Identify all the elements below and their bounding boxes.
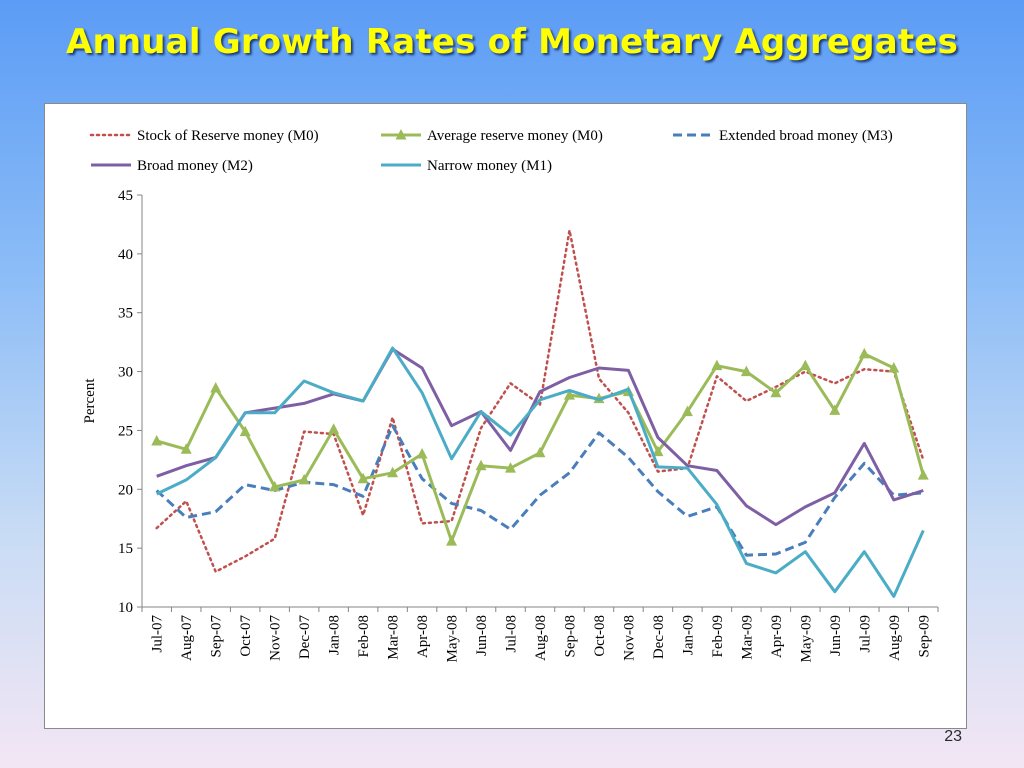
page-number: 23 [944, 728, 962, 745]
data-point-marker [711, 359, 723, 371]
data-point-marker [917, 469, 929, 480]
y-tick-label: 40 [118, 247, 133, 263]
series-line [155, 229, 925, 573]
y-tick-label: 25 [118, 423, 133, 439]
data-point-marker [799, 359, 811, 371]
data-point-marker [446, 535, 458, 546]
data-point-marker [416, 447, 428, 459]
x-tick-label: Jan-09 [680, 615, 696, 655]
data-point-marker [328, 423, 340, 434]
data-point-marker [210, 382, 222, 393]
y-tick-label: 30 [118, 365, 133, 381]
line-chart: 10 15 20 25 30 35 40 45 Percent Jul-07 Aug-07 Sep-0… [82, 128, 939, 663]
legend-item: Average reserve money (M0) [381, 128, 603, 144]
x-tick-label: Nov-08 [621, 615, 637, 661]
data-point-marker [269, 480, 281, 492]
x-tick-label: Jun-09 [828, 615, 844, 656]
legend-label: Stock of Reserve money (M0) [137, 128, 319, 144]
data-point-marker [829, 404, 841, 415]
data-point-marker [888, 362, 900, 373]
legend-item: Broad money (M2) [91, 158, 253, 174]
x-tick-label: Jul-08 [504, 615, 520, 653]
series-line [156, 347, 924, 527]
legend-item: Extended broad money (M3) [673, 128, 893, 144]
legend-label: Narrow money (M1) [427, 158, 552, 174]
x-tick-label: Sep-08 [562, 615, 578, 658]
data-point-marker [681, 405, 693, 417]
legend-item: Narrow money (M1) [381, 158, 552, 174]
x-tick-label: Apr-09 [769, 615, 785, 658]
x-tick-label: Oct-07 [238, 615, 254, 657]
data-point-marker [858, 347, 870, 359]
x-tick-label: Mar-09 [739, 615, 755, 660]
slide-title: Annual Growth Rates of Monetary Aggregat… [65, 22, 959, 62]
x-tick-label: Sep-09 [916, 615, 932, 658]
legend-label: Average reserve money (M0) [427, 128, 603, 144]
legend-label: Extended broad money (M3) [719, 128, 893, 144]
x-tick-label: May-08 [445, 615, 461, 663]
data-point-marker [180, 443, 192, 454]
y-tick-label: 45 [118, 188, 133, 204]
y-tick-label: 10 [118, 600, 133, 616]
x-tick-label: May-09 [798, 615, 814, 663]
data-point-marker [239, 425, 251, 437]
legend-marker [395, 129, 407, 140]
x-tick-label: Feb-08 [356, 615, 372, 658]
x-tick-label: Aug-07 [179, 615, 195, 661]
chart-panel: 10 15 20 25 30 35 40 45 Percent Jul-07 Aug-07 Sep-0… [44, 103, 967, 729]
series-line [155, 424, 924, 557]
x-tick-label: Nov-07 [268, 615, 284, 661]
x-tick-label: Mar-08 [386, 615, 402, 660]
data-point-marker [534, 446, 546, 458]
x-tick-label: Aug-09 [887, 615, 903, 661]
data-point-marker [475, 459, 487, 471]
series-line [156, 346, 925, 598]
x-tick-label: Jun-08 [474, 615, 490, 656]
data-point-marker [298, 473, 310, 485]
data-point-marker [652, 445, 664, 457]
data-point-marker [357, 472, 369, 484]
data-point-marker [387, 466, 399, 478]
x-tick-label: Feb-09 [710, 615, 726, 658]
x-tick-label: Dec-08 [651, 615, 667, 659]
y-axis-title: Percent [82, 378, 98, 424]
x-tick-label: Apr-08 [415, 615, 431, 658]
x-tick-label: Jul-09 [857, 615, 873, 653]
data-point-marker [593, 392, 605, 404]
legend-label: Broad money (M2) [137, 158, 253, 174]
data-point-marker [770, 386, 782, 398]
y-tick-label: 15 [118, 541, 133, 557]
x-tick-label: Aug-08 [533, 615, 549, 661]
x-tick-label: Sep-07 [209, 615, 225, 658]
data-point-marker [505, 462, 517, 473]
x-tick-label: Dec-07 [297, 615, 313, 660]
y-tick-label: 35 [118, 306, 133, 322]
data-point-marker [563, 389, 575, 400]
x-tick-label: Jan-08 [327, 615, 343, 655]
x-tick-label: Oct-08 [592, 615, 608, 657]
data-point-marker [151, 435, 163, 446]
data-point-marker [740, 365, 752, 377]
legend-item: Stock of Reserve money (M0) [89, 128, 319, 144]
y-tick-label: 20 [118, 482, 133, 498]
x-tick-label: Jul-07 [150, 615, 166, 653]
